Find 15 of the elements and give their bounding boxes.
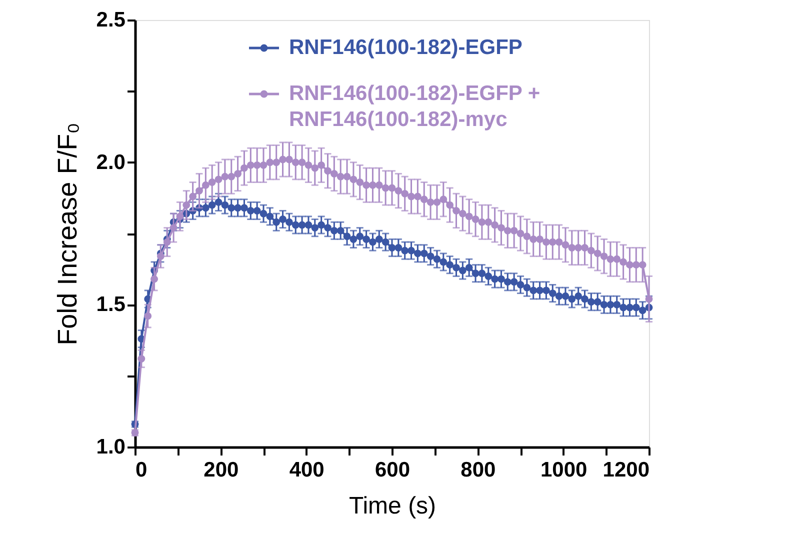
y-tick-label: 1.0: [96, 436, 126, 458]
y-axis-title: Fold Increase F/F₀: [52, 122, 82, 346]
x-tick-label: 0: [136, 458, 148, 482]
x-tick-label: 1000: [540, 458, 588, 482]
x-axis-title: Time (s): [348, 492, 436, 520]
y-tick-label: 1.5: [96, 293, 126, 316]
x-tick-label: 1200: [602, 458, 650, 482]
x-tick-label: 800: [460, 458, 496, 482]
x-tick-label: 600: [374, 458, 410, 482]
x-tick-label: 400: [289, 458, 324, 482]
legend-label: RNF146(100-182)-EGFP: [289, 36, 522, 59]
y-tick-label: 2.5: [96, 8, 126, 32]
x-tick-label: 200: [204, 458, 239, 482]
legend-label: RNF146(100-182)-EGFP + RNF146(100-182)-myc: [289, 82, 540, 131]
y-tick-label: 2.0: [96, 150, 126, 174]
